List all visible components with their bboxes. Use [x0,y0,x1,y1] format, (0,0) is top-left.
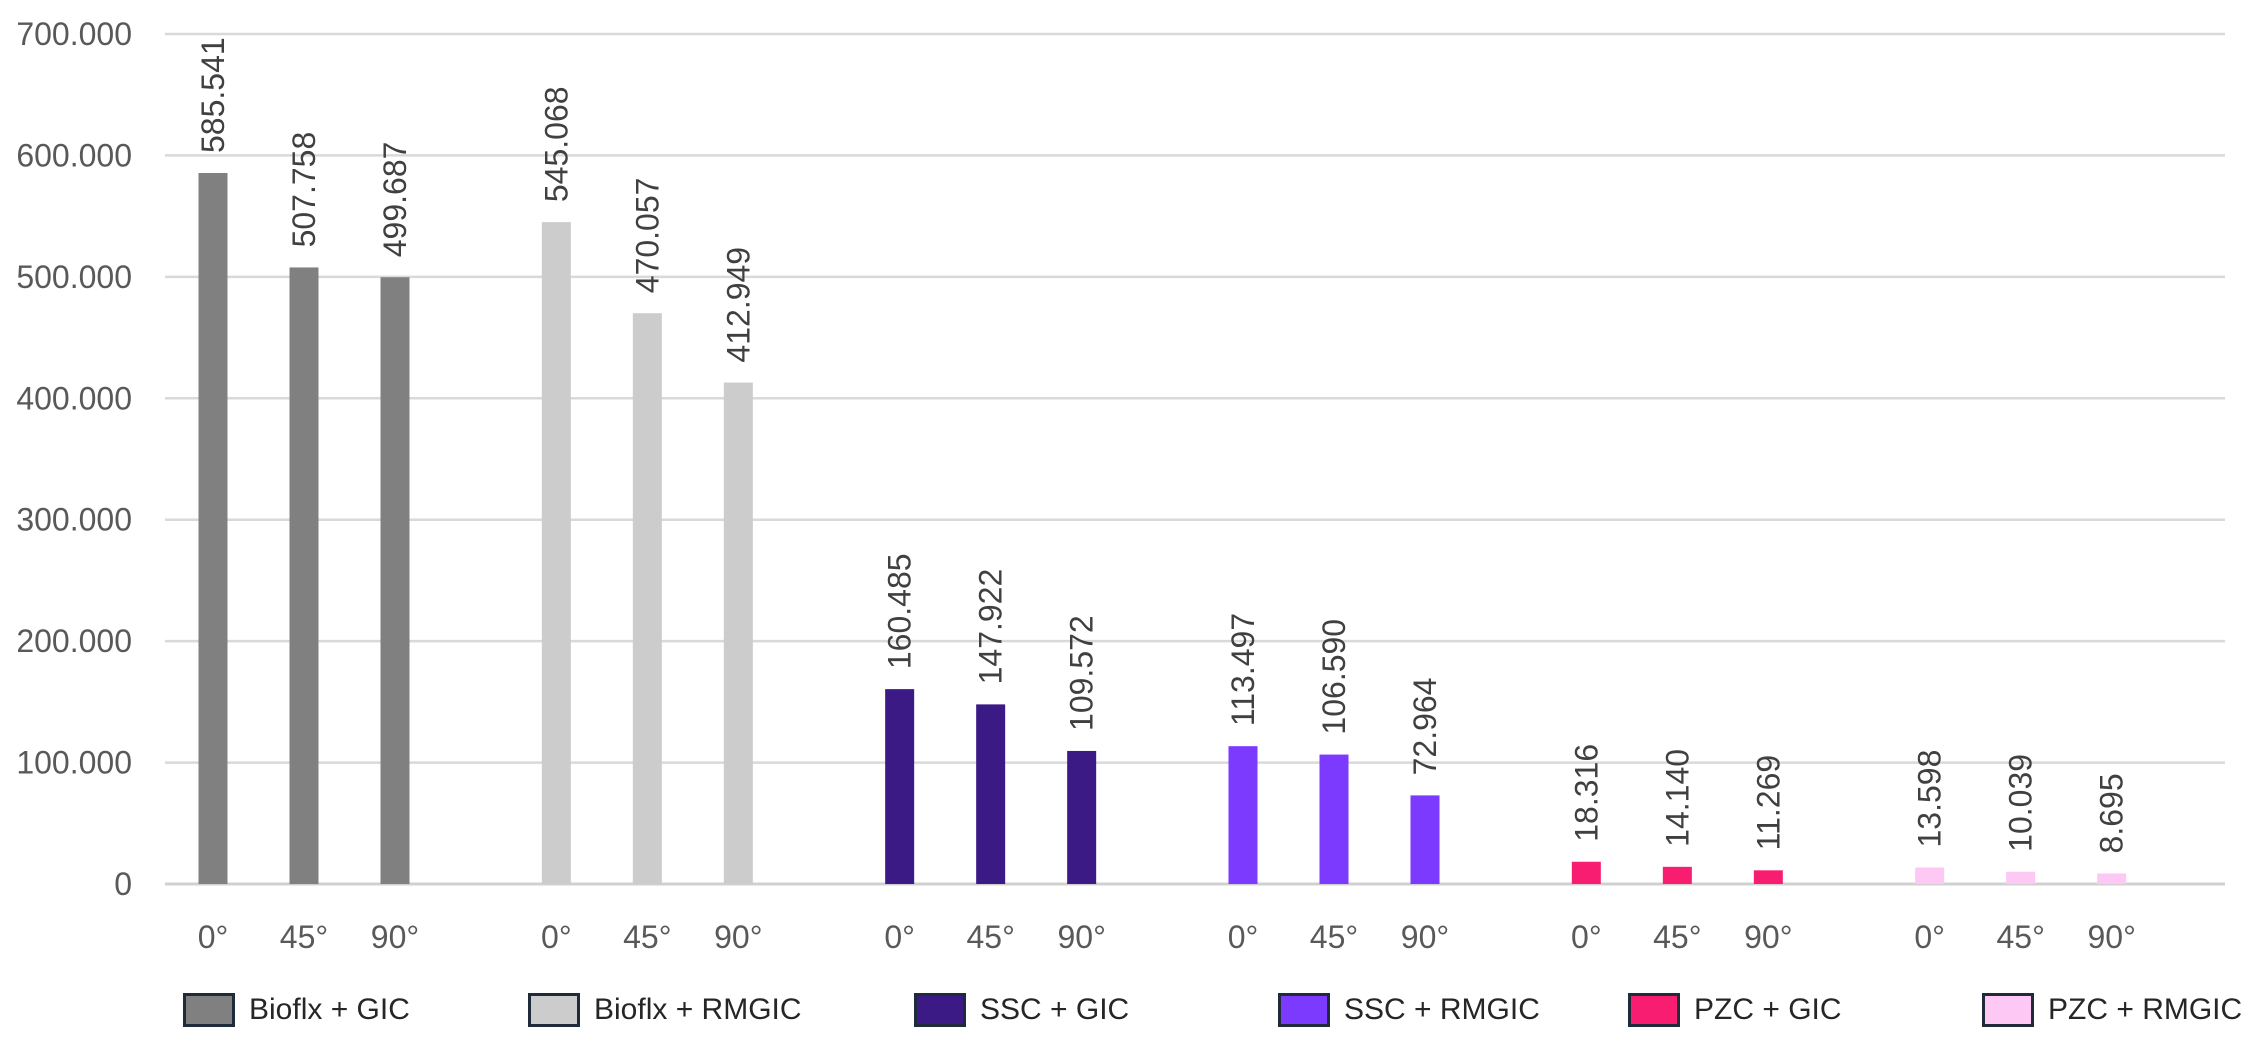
data-label: 545.068 [538,86,574,202]
x-tick-label: 45° [280,919,328,955]
data-label: 499.687 [377,142,413,258]
x-tick-label: 0° [1914,919,1945,955]
x-tick-label: 45° [966,919,1014,955]
legend-label: SSC + RMGIC [1344,993,1540,1026]
y-tick-label: 500.000 [16,259,132,295]
legend-swatch [1628,993,1680,1027]
bar-chart: 0 100.000 200.000 300.000 400.000 500.000 600.… [16,16,2225,955]
x-tick-label: 45° [1996,919,2044,955]
x-tick-label: 0° [541,919,572,955]
x-tick-label: 0° [884,919,915,955]
legend-item: SSC + RMGIC [1278,985,1540,1035]
data-label: 113.497 [1225,613,1261,726]
data-label: 147.922 [973,569,1009,685]
legend: Bioflx + GIC Bioflx + RMGIC SSC + GIC SSC +… [0,985,2259,1045]
legend-swatch [1982,993,2034,1027]
bar [2097,873,2127,884]
bar [380,277,410,885]
bar [2006,871,2036,884]
data-label: 72.964 [1407,678,1443,776]
x-tick-label: 0° [1228,919,1259,955]
bar [1753,870,1783,884]
legend-item: SSC + GIC [914,985,1129,1035]
x-tick-label: 90° [2087,919,2135,955]
bar [1319,754,1349,884]
data-label: 470.057 [629,178,665,294]
x-tick-label: 0° [198,919,229,955]
legend-item: Bioflx + RMGIC [528,985,802,1035]
legend-label: SSC + GIC [980,993,1130,1026]
legend-item: PZC + RMGIC [1982,985,2242,1035]
data-label: 8.695 [2094,773,2130,853]
legend-swatch [528,993,580,1027]
x-tick-label: 90° [1401,919,1449,955]
x-tick-label: 45° [1310,919,1358,955]
bar [198,172,228,884]
data-label: 109.572 [1064,615,1100,731]
bar [1662,866,1692,884]
legend-label: Bioflx + GIC [249,993,410,1026]
y-tick-label: 100.000 [16,745,132,781]
x-tick-label: 90° [1744,919,1792,955]
data-label: 11.269 [1750,755,1786,851]
data-labels: 585.541 507.758 499.687 545.068 470.057 412.9… [195,37,2130,853]
legend-swatch [183,993,235,1027]
data-label: 13.598 [1912,750,1948,848]
x-tick-label: 0° [1571,919,1602,955]
bar [1915,867,1945,884]
bar [1067,750,1097,884]
legend-swatch [914,993,966,1027]
bar [723,382,753,884]
legend-item: Bioflx + GIC [183,985,410,1035]
data-label: 106.590 [1316,619,1352,735]
data-label: 507.758 [286,132,322,248]
bars [198,172,2127,885]
x-tick-label: 45° [1653,919,1701,955]
legend-label: PZC + GIC [1694,993,1842,1026]
bar [632,313,662,884]
legend-swatch [1278,993,1330,1027]
y-tick-label: 0 [114,866,132,902]
y-tick-label: 300.000 [16,502,132,538]
x-axis-ticks: 0° 45° 90° 0° 45° 90° 0° 45° 90° 0° 45° 90° 0° 45° 90°… [198,919,2136,955]
x-tick-label: 45° [623,919,671,955]
bar [1410,795,1440,884]
data-label: 14.140 [1659,749,1695,847]
legend-item: PZC + GIC [1628,985,1842,1035]
bar [885,689,915,884]
y-tick-label: 400.000 [16,380,132,416]
x-tick-label: 90° [371,919,419,955]
data-label: 160.485 [882,553,918,669]
x-tick-label: 90° [1057,919,1105,955]
data-label: 412.949 [720,247,756,363]
y-axis-ticks: 0 100.000 200.000 300.000 400.000 500.000 600.… [16,16,132,902]
data-label: 18.316 [1568,744,1604,842]
y-tick-label: 600.000 [16,137,132,173]
y-tick-label: 200.000 [16,623,132,659]
grid-lines [165,32,2225,886]
y-tick-label: 700.000 [16,16,132,52]
bar [976,704,1006,884]
legend-label: Bioflx + RMGIC [594,993,802,1026]
bar [289,267,319,884]
bar [1228,746,1258,884]
bar [541,222,571,884]
legend-label: PZC + RMGIC [2048,993,2243,1026]
data-label: 10.039 [2003,754,2039,852]
x-tick-label: 90° [714,919,762,955]
data-label: 585.541 [195,37,231,153]
bar [1571,861,1601,884]
